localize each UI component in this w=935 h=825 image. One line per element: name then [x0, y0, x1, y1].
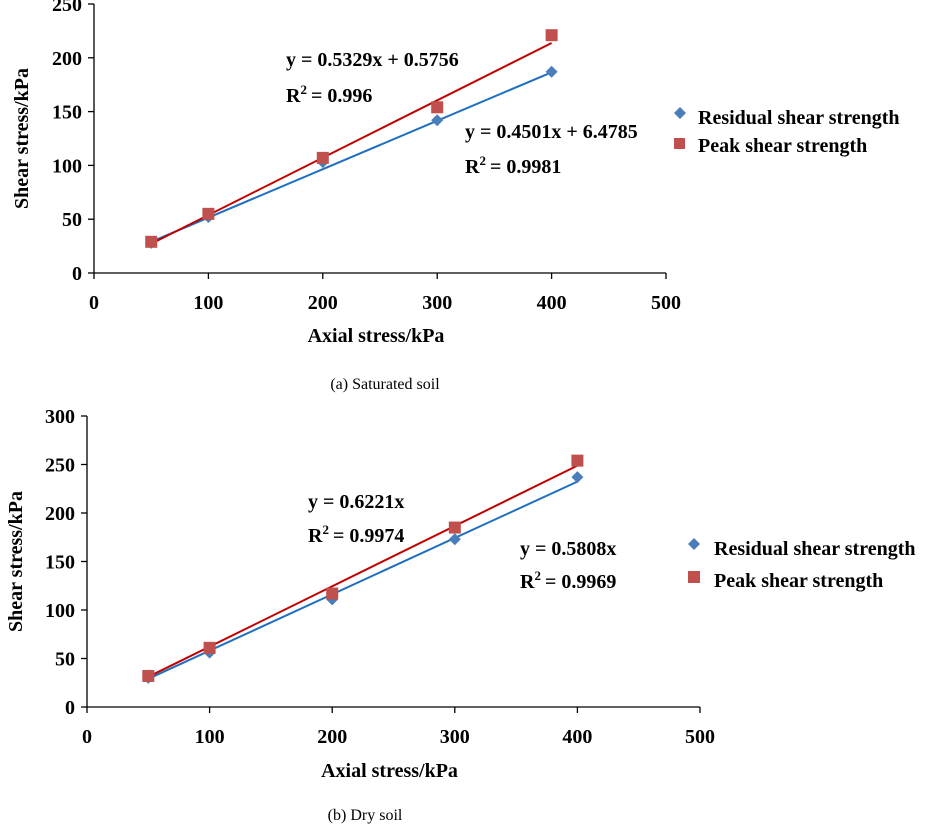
y-tick-label: 200 — [52, 48, 82, 70]
peak-point — [142, 669, 155, 682]
x-tick-label: 0 — [89, 292, 99, 314]
residual-trendline-equation: y = 0.4501x + 6.4785 — [465, 121, 638, 143]
y-tick-label: 0 — [72, 263, 82, 285]
residual-point — [545, 65, 558, 78]
peak-point — [316, 151, 329, 164]
y-tick-label: 150 — [52, 102, 82, 124]
y-tick-label: 300 — [45, 406, 75, 428]
residual-trendline — [150, 71, 552, 243]
legend-residual-marker — [674, 107, 686, 119]
residual-point — [571, 471, 584, 484]
peak-trendline — [150, 42, 553, 245]
peak-point — [145, 235, 158, 248]
y-tick-label: 200 — [45, 503, 75, 525]
peak-trendline — [147, 464, 578, 678]
x-axis-label: Axial stress/kPa — [308, 325, 445, 347]
x-tick-label: 400 — [562, 726, 592, 748]
legend: Residual shear strength Peak shear stren… — [688, 538, 916, 592]
legend-residual-label: Residual shear strength — [714, 538, 916, 560]
x-tick-label: 500 — [685, 726, 715, 748]
x-tick-label: 400 — [537, 292, 567, 314]
y-tick-label: 50 — [55, 649, 75, 671]
y-tick-label: 0 — [65, 697, 75, 719]
y-tick-label: 100 — [52, 155, 82, 177]
legend-peak-label: Peak shear strength — [698, 135, 867, 157]
peak-trendline-equation: y = 0.6221x — [308, 491, 404, 513]
y-tick-label: 150 — [45, 552, 75, 574]
legend-residual-marker — [688, 538, 700, 550]
residual-trendline-equation: y = 0.5808x — [520, 538, 616, 560]
x-tick-label: 0 — [82, 726, 92, 748]
peak-point — [448, 521, 461, 534]
y-tick-label: 250 — [52, 0, 82, 16]
residual-point — [431, 114, 444, 127]
residual-trendline — [147, 480, 578, 680]
peak-trendline-equation: y = 0.5329x + 0.5756 — [286, 49, 459, 71]
x-tick-label: 100 — [195, 726, 225, 748]
residual-trendline-r2: R2 = 0.9969 — [520, 568, 616, 593]
chart-saturated-soil: 0 50 100 150 200 250 0 100 200 300 400 500 Axial s… — [11, 0, 900, 393]
peak-trendline-r2: R2 = 0.996 — [286, 82, 372, 107]
peak-point — [545, 29, 558, 42]
x-tick-label: 300 — [440, 726, 470, 748]
caption-b: (b) Dry soil — [328, 807, 403, 824]
x-tick-label: 300 — [422, 292, 452, 314]
y-tick-label: 50 — [62, 209, 82, 231]
caption-a: (a) Saturated soil — [330, 376, 440, 393]
x-tick-label: 200 — [308, 292, 338, 314]
residual-point — [448, 533, 461, 546]
x-axis-label: Axial stress/kPa — [321, 760, 458, 782]
y-axis-label: Shear stress/kPa — [5, 491, 27, 632]
legend-peak-label: Peak shear strength — [714, 570, 883, 592]
legend-peak-marker — [688, 571, 700, 583]
x-tick-label: 500 — [651, 292, 681, 314]
chart-dry-soil: 0 50 100 150 200 250 300 0 100 200 300 400 500 Axia… — [5, 406, 916, 824]
x-tick-label: 200 — [317, 726, 347, 748]
x-tick-label: 100 — [193, 292, 223, 314]
y-tick-label: 250 — [45, 455, 75, 477]
legend: Residual shear strength Peak shear stren… — [674, 107, 900, 157]
residual-trendline-r2: R2 = 0.9981 — [465, 153, 561, 178]
peak-point — [326, 587, 339, 600]
peak-point — [203, 641, 216, 654]
peak-point — [431, 101, 444, 114]
peak-trendline-r2: R2 = 0.9974 — [308, 522, 404, 547]
legend-residual-label: Residual shear strength — [698, 107, 900, 129]
peak-point — [202, 207, 215, 220]
y-axis-label: Shear stress/kPa — [11, 68, 33, 209]
legend-peak-marker — [674, 138, 685, 149]
peak-point — [571, 454, 584, 467]
y-tick-label: 100 — [45, 600, 75, 622]
